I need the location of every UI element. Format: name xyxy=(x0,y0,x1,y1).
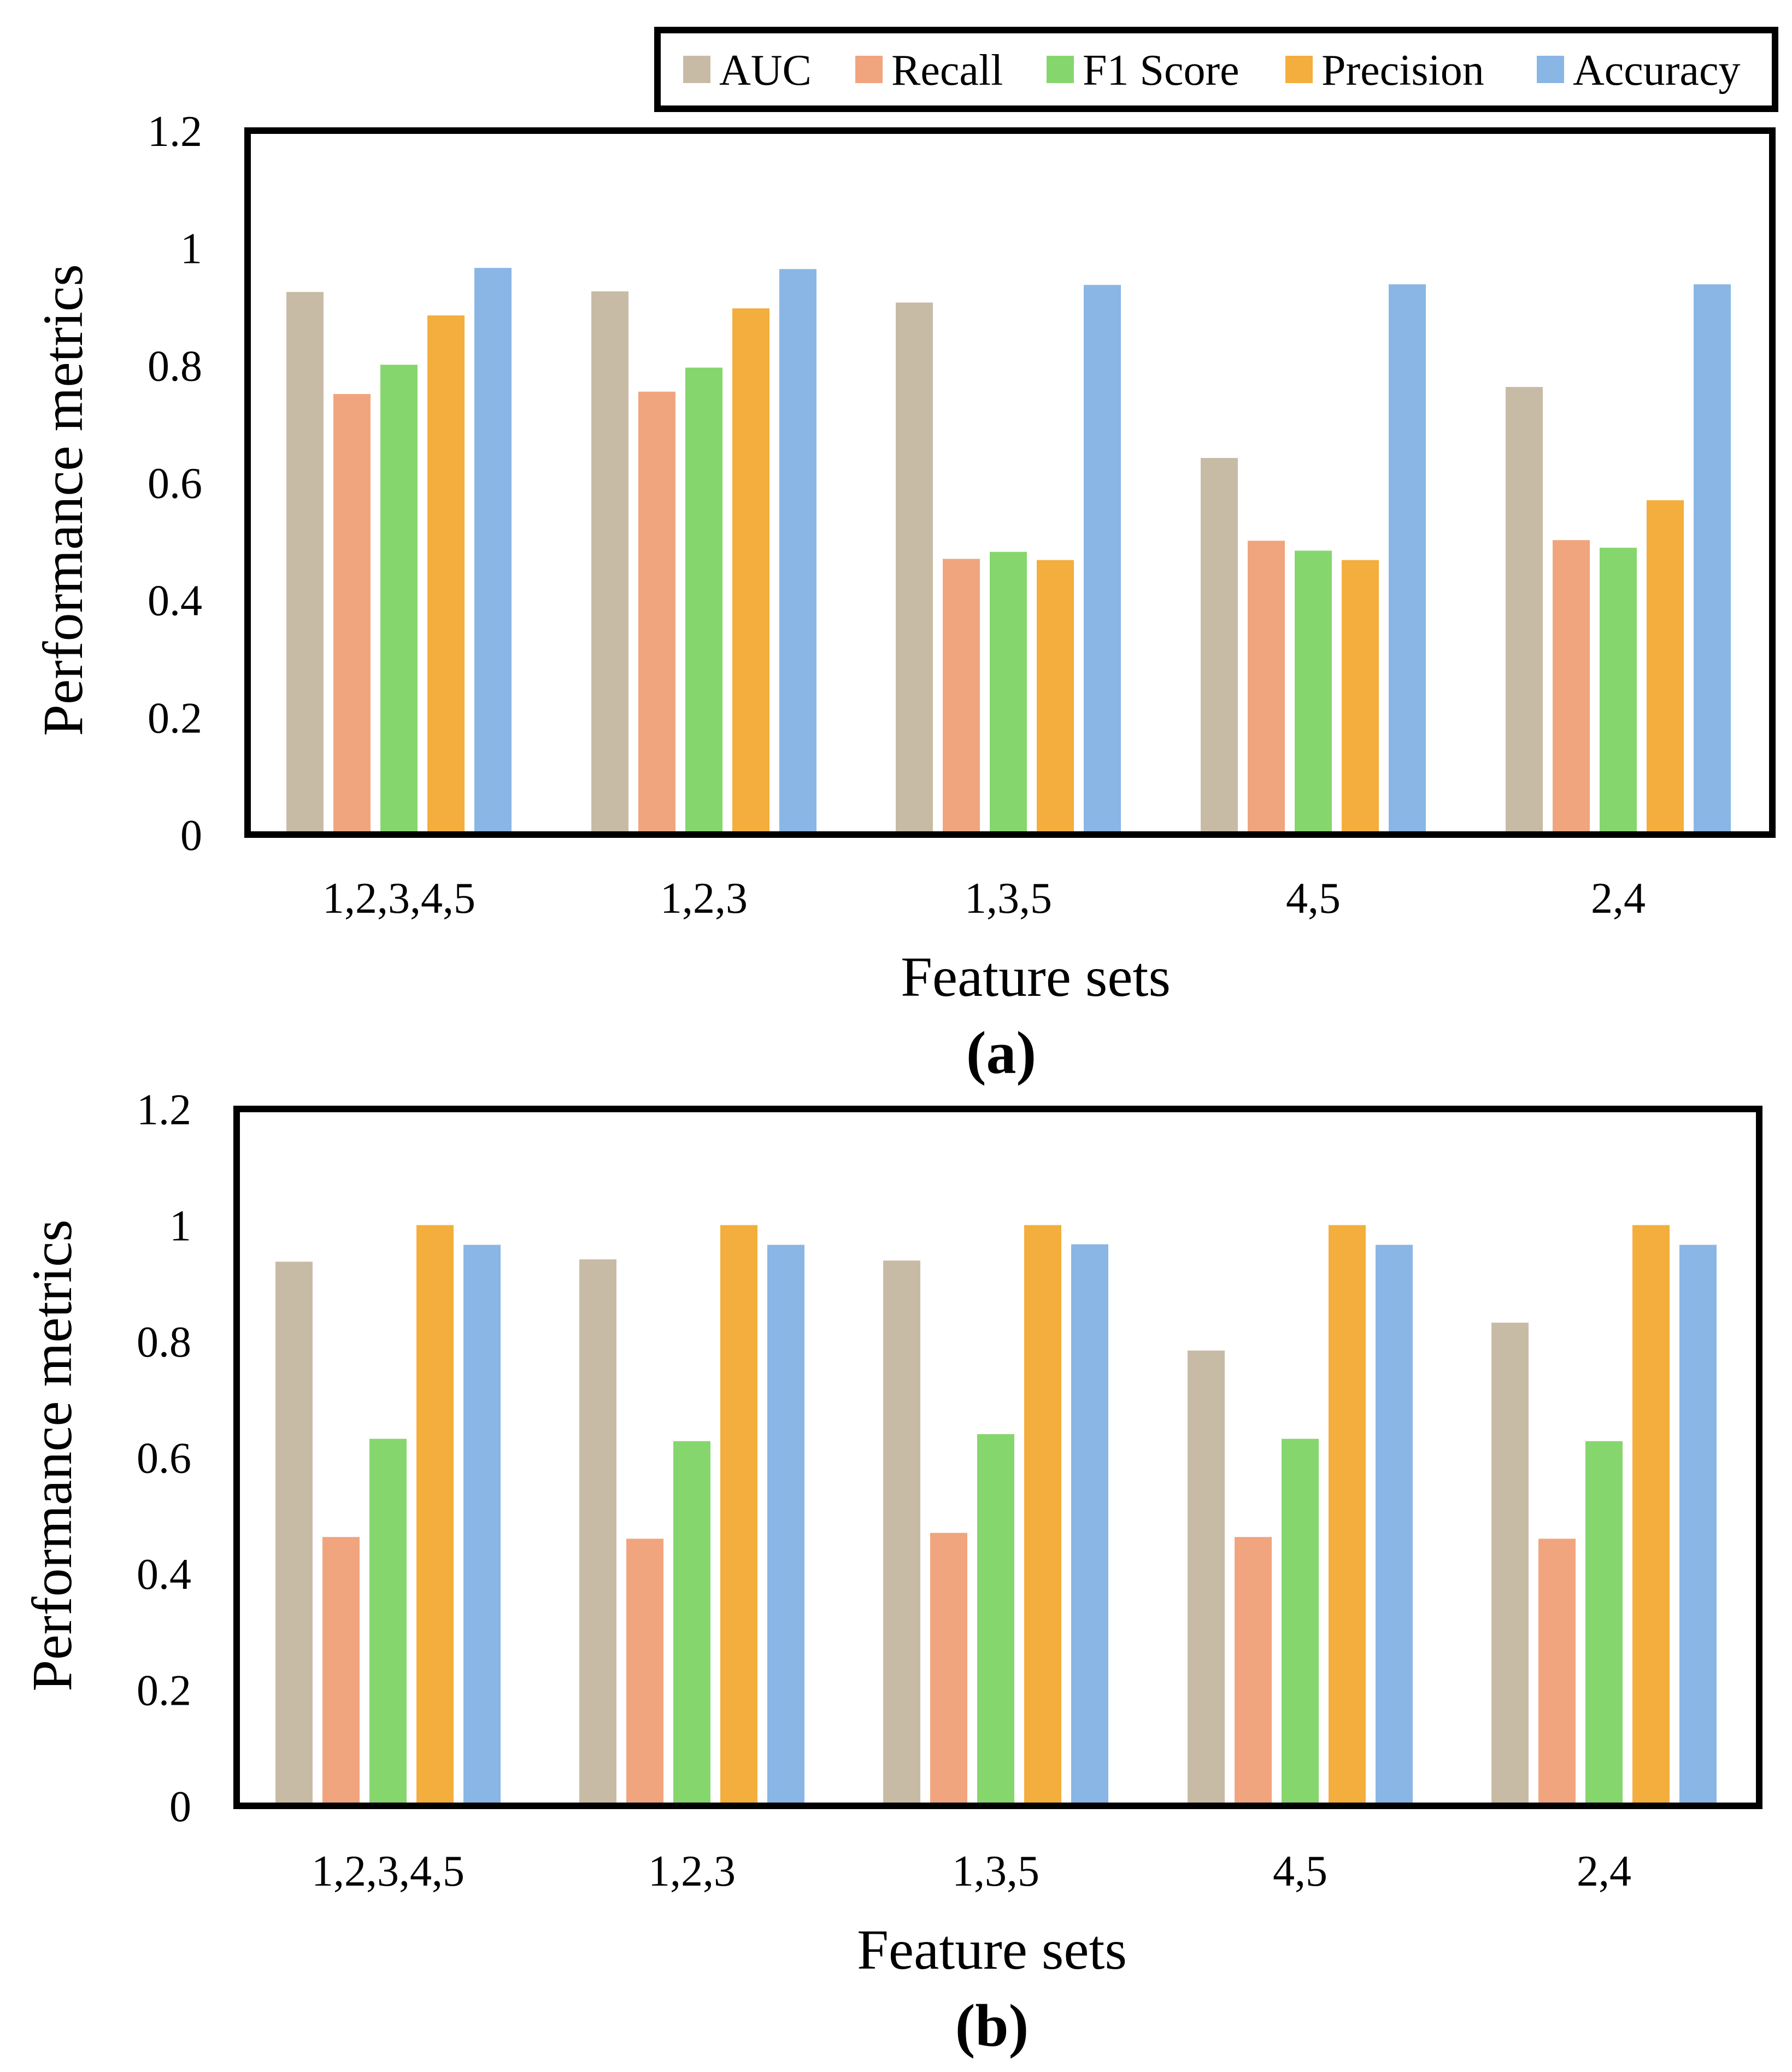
x-tick-label-b: 4,5 xyxy=(1273,1847,1327,1895)
bar-recall-a xyxy=(1553,540,1590,831)
bar-auc-a xyxy=(591,291,628,831)
bar-accuracy-b xyxy=(463,1245,501,1803)
bar-f1-score-b xyxy=(673,1441,710,1803)
y-tick-label-a: 1.2 xyxy=(148,108,202,156)
bar-recall-b xyxy=(1235,1537,1272,1803)
bar-recall-a xyxy=(638,391,675,831)
y-tick-label-b: 0.4 xyxy=(137,1551,191,1599)
y-tick-label-a: 0.6 xyxy=(148,460,202,508)
chart-panel-a: Performance metrics Feature sets (a) 0 0.… xyxy=(32,108,1776,1086)
panel-label-a: (a) xyxy=(966,1019,1036,1086)
bar-f1-score-b xyxy=(1585,1441,1623,1803)
bar-f1-score-b xyxy=(369,1439,407,1803)
bar-accuracy-a xyxy=(1084,285,1121,831)
bar-precision-a xyxy=(1647,500,1684,831)
legend-swatch-precision xyxy=(1285,56,1313,83)
x-tick-label-a: 1,2,3 xyxy=(660,874,748,923)
bar-precision-b xyxy=(1329,1225,1366,1803)
bar-precision-a xyxy=(1037,560,1074,831)
legend-swatch-recall xyxy=(855,56,883,83)
y-tick-label-b: 0 xyxy=(169,1783,191,1831)
bar-auc-a xyxy=(286,292,324,831)
bar-precision-b xyxy=(720,1225,757,1803)
bar-precision-b xyxy=(416,1225,454,1803)
x-tick-label-a: 4,5 xyxy=(1286,874,1341,923)
plot-area-frame-a xyxy=(244,127,1776,838)
bar-f1-score-a xyxy=(380,365,418,831)
y-tick-label-b: 1.2 xyxy=(137,1086,191,1134)
y-tick-label-b: 0.6 xyxy=(137,1435,191,1483)
bar-accuracy-a xyxy=(474,268,512,832)
bar-accuracy-b xyxy=(1071,1244,1108,1803)
legend: AUC Recall F1 Score Precision Accuracy xyxy=(654,27,1778,112)
y-tick-label-a: 0.8 xyxy=(148,342,202,390)
x-axis-label-a: Feature sets xyxy=(901,946,1171,1008)
bar-precision-a xyxy=(732,308,769,831)
x-tick-label-b: 1,2,3 xyxy=(648,1847,736,1895)
legend-label-f1-score: F1 Score xyxy=(1083,46,1239,95)
y-tick-label-a: 0.4 xyxy=(148,577,202,625)
legend-label-auc: AUC xyxy=(719,46,812,95)
panel-label-b: (b) xyxy=(955,1992,1029,2059)
x-tick-label-a: 1,3,5 xyxy=(965,874,1052,923)
bar-recall-b xyxy=(626,1539,663,1803)
bar-recall-a xyxy=(943,559,980,831)
bar-f1-score-b xyxy=(1282,1439,1319,1803)
bar-f1-score-a xyxy=(1295,550,1332,831)
bar-recall-a xyxy=(333,394,371,831)
x-axis-label-b: Feature sets xyxy=(857,1918,1127,1981)
bar-f1-score-a xyxy=(990,551,1027,831)
y-tick-label-a: 1 xyxy=(180,225,202,273)
bar-recall-b xyxy=(322,1537,360,1803)
x-tick-label-b: 2,4 xyxy=(1577,1847,1631,1895)
y-axis-label-b: Performance metrics xyxy=(21,1219,84,1691)
bar-auc-b xyxy=(275,1261,313,1803)
bar-auc-a xyxy=(1506,387,1543,831)
y-tick-label-a: 0.2 xyxy=(148,694,202,742)
bar-auc-a xyxy=(896,302,933,831)
x-tick-label-a: 2,4 xyxy=(1591,874,1646,923)
y-axis-label-a: Performance metrics xyxy=(32,264,95,736)
bar-recall-b xyxy=(930,1533,967,1803)
bar-precision-b xyxy=(1632,1225,1670,1803)
bar-accuracy-b xyxy=(1376,1245,1413,1803)
bar-accuracy-a xyxy=(1694,284,1731,831)
legend-label-recall: Recall xyxy=(891,46,1003,95)
bar-f1-score-a xyxy=(1600,548,1637,831)
bar-f1-score-b xyxy=(977,1434,1014,1803)
plot-area-frame-b xyxy=(233,1106,1762,1809)
bar-precision-b xyxy=(1024,1225,1061,1803)
bar-auc-b xyxy=(579,1259,616,1803)
x-tick-label-a: 1,2,3,4,5 xyxy=(322,874,475,923)
bar-auc-b xyxy=(883,1260,920,1803)
bar-accuracy-a xyxy=(1389,284,1426,831)
bar-auc-b xyxy=(1491,1323,1529,1803)
bar-accuracy-b xyxy=(767,1245,804,1803)
bar-recall-a xyxy=(1248,541,1285,831)
chart-panel-b: Performance metrics Feature sets (b) 0 0.… xyxy=(21,1086,1762,2059)
x-tick-label-b: 1,3,5 xyxy=(952,1847,1039,1895)
legend-label-accuracy: Accuracy xyxy=(1573,46,1740,95)
bar-accuracy-b xyxy=(1679,1245,1717,1803)
bar-auc-b xyxy=(1188,1351,1225,1803)
bar-f1-score-a xyxy=(685,367,722,831)
y-tick-label-b: 0.8 xyxy=(137,1318,191,1366)
legend-frame xyxy=(654,27,1778,112)
legend-swatch-f1-score xyxy=(1047,56,1074,83)
legend-swatch-auc xyxy=(683,56,710,83)
y-tick-label-b: 1 xyxy=(169,1202,191,1251)
x-tick-label-b: 1,2,3,4,5 xyxy=(312,1847,465,1895)
legend-swatch-accuracy xyxy=(1537,56,1564,83)
bar-auc-a xyxy=(1201,457,1238,831)
legend-label-precision: Precision xyxy=(1321,46,1484,95)
bar-accuracy-a xyxy=(779,269,816,831)
bar-recall-b xyxy=(1538,1539,1576,1803)
y-tick-label-a: 0 xyxy=(180,812,202,860)
bar-precision-a xyxy=(427,315,465,831)
bar-precision-a xyxy=(1342,560,1379,831)
y-tick-label-b: 0.2 xyxy=(137,1667,191,1715)
